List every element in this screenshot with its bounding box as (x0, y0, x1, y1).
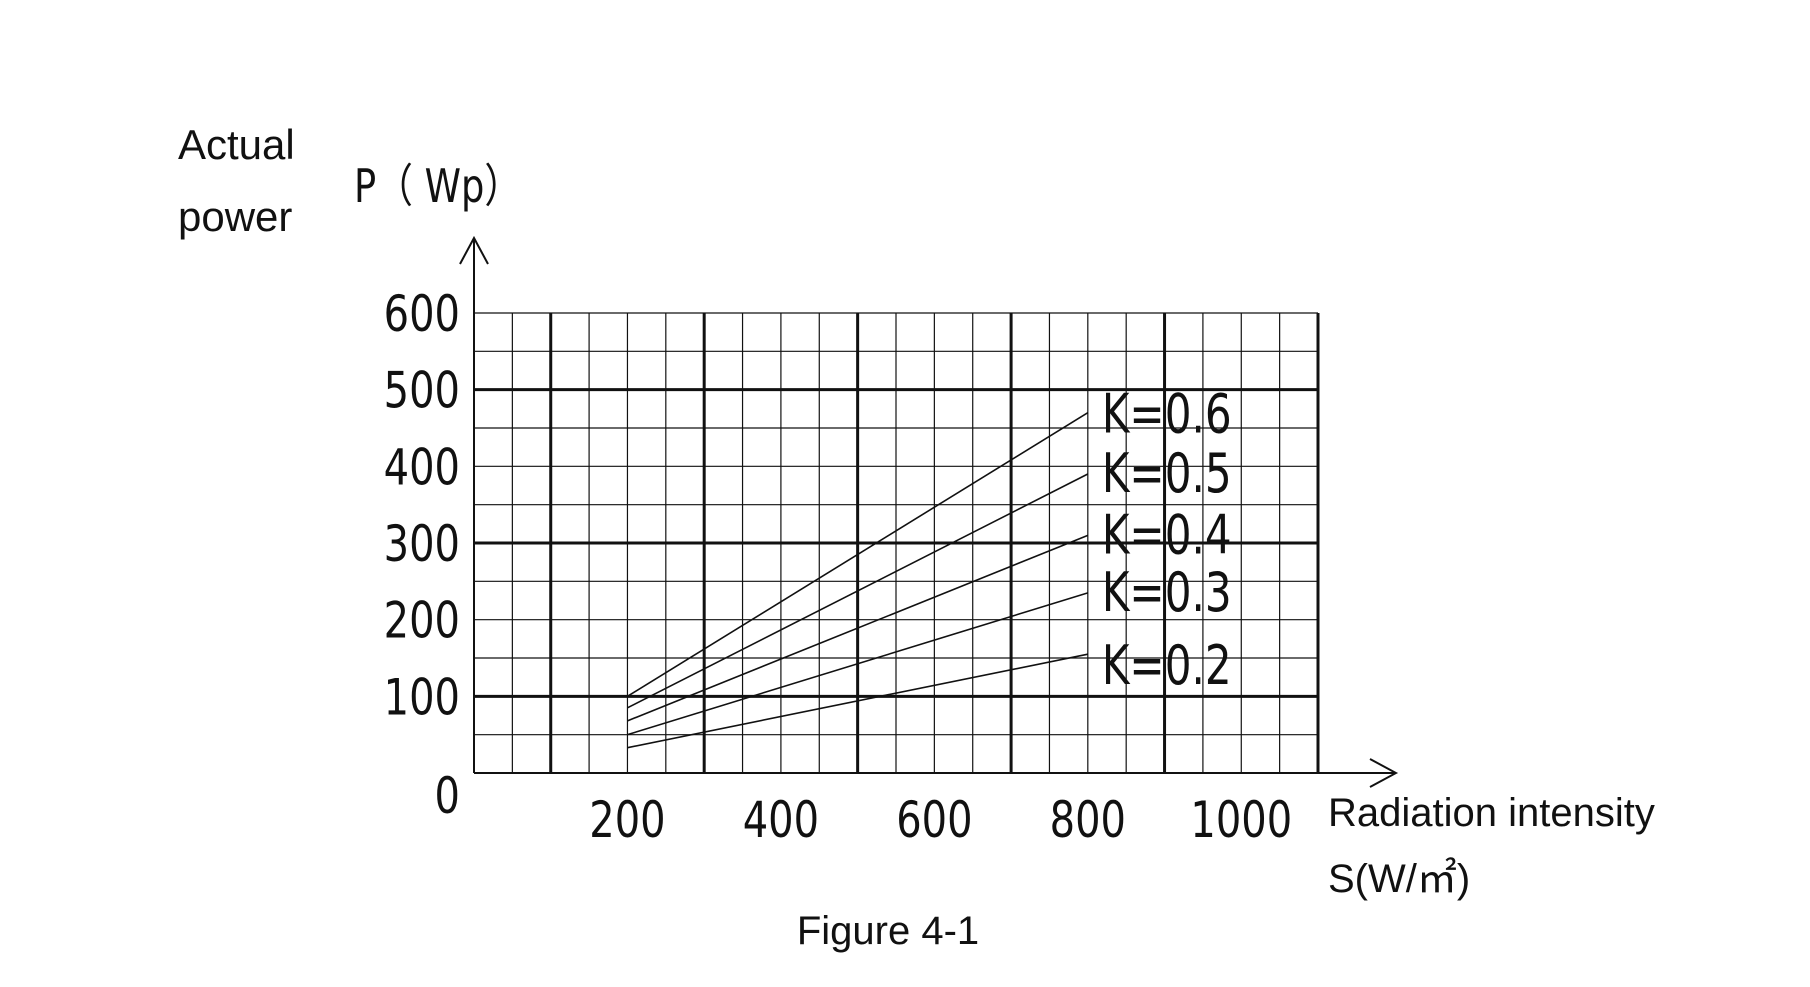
x-tick-label: 1000 (1190, 791, 1292, 850)
series-label: K=0.2 (1102, 635, 1232, 697)
y-tick-label: 400 (384, 438, 460, 497)
x-axis-label: Radiation intensity (1328, 791, 1655, 835)
y-tick-label: 0 (435, 767, 460, 826)
series-line (627, 653, 1088, 749)
chart-axes (459, 235, 1399, 788)
y-tick-label: 300 (384, 515, 460, 574)
series-line (627, 411, 1089, 698)
y-tick-label: 600 (384, 285, 460, 344)
series-line (627, 473, 1089, 709)
x-tick-label: 800 (1050, 791, 1126, 850)
y-tick-label: 500 (384, 361, 460, 420)
x-tick-label: 600 (896, 791, 972, 850)
series-label: K=0.3 (1102, 562, 1232, 624)
y-axis-arrow (459, 235, 489, 265)
y-axis-label-line-1: Actual (178, 121, 295, 168)
series-line (627, 592, 1089, 736)
series-line (627, 534, 1089, 722)
y-tick-label: 100 (384, 668, 460, 727)
x-axis-arrow (1369, 758, 1399, 788)
y-tick-label: 200 (384, 591, 460, 650)
series-label: K=0.6 (1102, 384, 1232, 446)
y-axis-unit: P（ Wp） (354, 159, 521, 213)
x-tick-label: 400 (743, 791, 819, 850)
tick-labels: 0 100 200 300 400 500 600 200 400 600 800 1000 (384, 285, 1292, 850)
series-labels: K=0.6K=0.5K=0.4K=0.3 K=0.2 (1102, 384, 1232, 698)
chart-grid (474, 312, 1320, 773)
series-label: K=0.4 (1102, 504, 1232, 566)
x-axis-unit: S(W/㎡) (1328, 857, 1470, 901)
series-lines (627, 411, 1089, 749)
series-label: K=0.5 (1102, 443, 1232, 505)
x-tick-label: 200 (589, 791, 665, 850)
figure-caption: Figure 4-1 (797, 909, 979, 953)
y-axis-label-line-2: power (178, 193, 292, 240)
